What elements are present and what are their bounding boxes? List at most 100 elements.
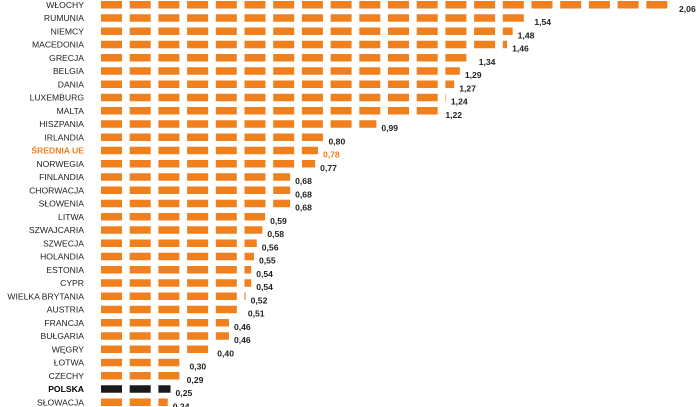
bar-segment (301, 107, 323, 115)
bar-segment (215, 305, 237, 314)
category-label-francja: FRANCJA (44, 318, 84, 328)
bar-chorwacja (101, 186, 291, 194)
bar-segment (101, 358, 122, 367)
bar-segment (158, 80, 180, 88)
bar-segment (273, 93, 295, 102)
bar-srednia-ue (101, 146, 318, 155)
bar-segment (215, 213, 237, 221)
bar-segment (129, 54, 151, 62)
bar-segment (129, 345, 151, 353)
bar-segment (158, 173, 180, 181)
value-label-lotwa: 0,30 (189, 362, 206, 372)
bar-cypr (101, 279, 252, 287)
bar-segment (244, 186, 266, 194)
bar-segment (301, 120, 323, 128)
bar-segment (129, 292, 151, 300)
bar-austria (101, 305, 237, 314)
bar-segment (158, 146, 180, 155)
bar-segment (158, 372, 180, 380)
bar-segment (101, 80, 122, 88)
bar-segment (187, 345, 209, 353)
bar-segment (273, 146, 295, 155)
bar-segment (359, 1, 381, 9)
bar-segment (416, 93, 438, 102)
bar-segment (273, 67, 295, 75)
bar-segment (244, 146, 266, 155)
bar-segment (158, 398, 168, 406)
bar-szwecja (101, 239, 257, 247)
category-label-norwegia: NORWEGIA (36, 159, 84, 169)
category-label-slowenia: SŁOWENIA (39, 199, 85, 209)
bar-segment (129, 372, 151, 380)
bar-segment (158, 54, 180, 62)
bar-segment (244, 120, 266, 128)
bar-segment (129, 107, 151, 115)
bar-segment (101, 279, 122, 287)
bar-slowenia (101, 199, 291, 208)
bar-segment (388, 80, 409, 88)
bar-segment (158, 133, 180, 141)
bar-segment (129, 186, 151, 194)
bar-segment (502, 14, 524, 22)
bar-segment (330, 67, 352, 75)
bar-segment (101, 372, 122, 380)
bar-segment (129, 93, 151, 102)
value-label-francja: 0,46 (234, 322, 251, 332)
bar-segment (129, 266, 151, 274)
bar-segment (101, 67, 122, 75)
bar-segment (187, 27, 209, 35)
bar-segment (502, 27, 513, 35)
bar-segment (129, 213, 151, 221)
bar-hiszpania (101, 120, 377, 128)
bar-segment (273, 120, 295, 128)
bar-segment (158, 120, 180, 128)
bar-segment (301, 146, 318, 155)
bar-segment (244, 27, 266, 35)
value-label-slowenia: 0,68 (295, 203, 312, 213)
category-label-estonia: ESTONIA (46, 265, 84, 275)
bar-segment (359, 54, 381, 62)
bar-francja (101, 319, 229, 327)
bar-segment (187, 332, 209, 340)
bar-segment (101, 213, 122, 221)
bar-segment (416, 54, 438, 62)
bar-segment (101, 252, 122, 261)
bar-segment (187, 107, 209, 115)
bar-segment (187, 266, 209, 274)
bar-segment (273, 54, 295, 62)
bar-segment (158, 14, 180, 22)
value-label-finlandia: 0,68 (295, 176, 312, 186)
bar-segment (129, 279, 151, 287)
category-label-szwecja: SZWECJA (43, 238, 84, 248)
value-label-malta: 1,22 (445, 110, 462, 120)
bar-segment (359, 67, 381, 75)
bar-segment (187, 173, 209, 181)
bar-segment (330, 120, 352, 128)
bar-segment (388, 1, 409, 9)
bar-segment (388, 54, 409, 62)
bar-segment (273, 173, 291, 181)
bar-segment (101, 93, 122, 102)
bar-estonia (101, 266, 252, 274)
bar-segment (158, 358, 180, 367)
bar-segment (273, 186, 291, 194)
bar-segment (330, 54, 352, 62)
category-label-malta: MALTA (57, 106, 85, 116)
value-label-szwecja: 0,56 (262, 242, 279, 252)
bar-segment (187, 80, 209, 88)
bar-segment (215, 186, 237, 194)
bar-segment (187, 67, 209, 75)
bar-segment (359, 107, 381, 115)
bar-segment (129, 133, 151, 141)
bar-segment (215, 93, 237, 102)
bar-segment (273, 199, 291, 208)
bar-segment (330, 1, 352, 9)
value-label-srednia-ue: 0,78 (323, 150, 340, 160)
bar-segment (129, 1, 151, 9)
bar-segment (330, 80, 352, 88)
bar-segment (187, 133, 209, 141)
bar-segment (244, 93, 266, 102)
bar-segment (244, 226, 263, 234)
bar-holandia (101, 252, 254, 261)
bar-segment (187, 319, 209, 327)
